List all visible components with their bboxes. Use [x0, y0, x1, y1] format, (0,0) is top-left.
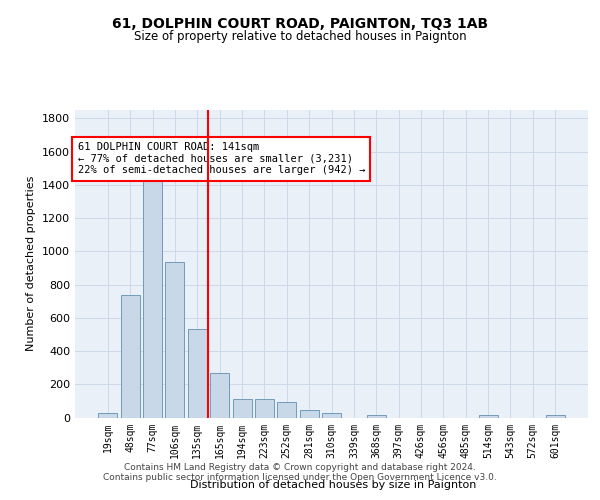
- Bar: [188, 330, 207, 418]
- Bar: [367, 415, 386, 418]
- Bar: [233, 399, 251, 417]
- Text: 61, DOLPHIN COURT ROAD, PAIGNTON, TQ3 1AB: 61, DOLPHIN COURT ROAD, PAIGNTON, TQ3 1A…: [112, 18, 488, 32]
- Bar: [277, 402, 296, 417]
- Bar: [166, 262, 184, 418]
- Bar: [143, 180, 162, 418]
- Bar: [255, 399, 274, 417]
- Bar: [479, 415, 497, 418]
- Text: Distribution of detached houses by size in Paignton: Distribution of detached houses by size …: [190, 480, 476, 490]
- Text: 61 DOLPHIN COURT ROAD: 141sqm
← 77% of detached houses are smaller (3,231)
22% o: 61 DOLPHIN COURT ROAD: 141sqm ← 77% of d…: [77, 142, 365, 176]
- Bar: [98, 414, 118, 418]
- Text: Size of property relative to detached houses in Paignton: Size of property relative to detached ho…: [134, 30, 466, 43]
- Bar: [322, 414, 341, 418]
- Text: Contains HM Land Registry data © Crown copyright and database right 2024.
Contai: Contains HM Land Registry data © Crown c…: [103, 462, 497, 482]
- Bar: [210, 372, 229, 418]
- Bar: [299, 410, 319, 418]
- Y-axis label: Number of detached properties: Number of detached properties: [26, 176, 37, 352]
- Bar: [121, 294, 140, 418]
- Bar: [545, 415, 565, 418]
